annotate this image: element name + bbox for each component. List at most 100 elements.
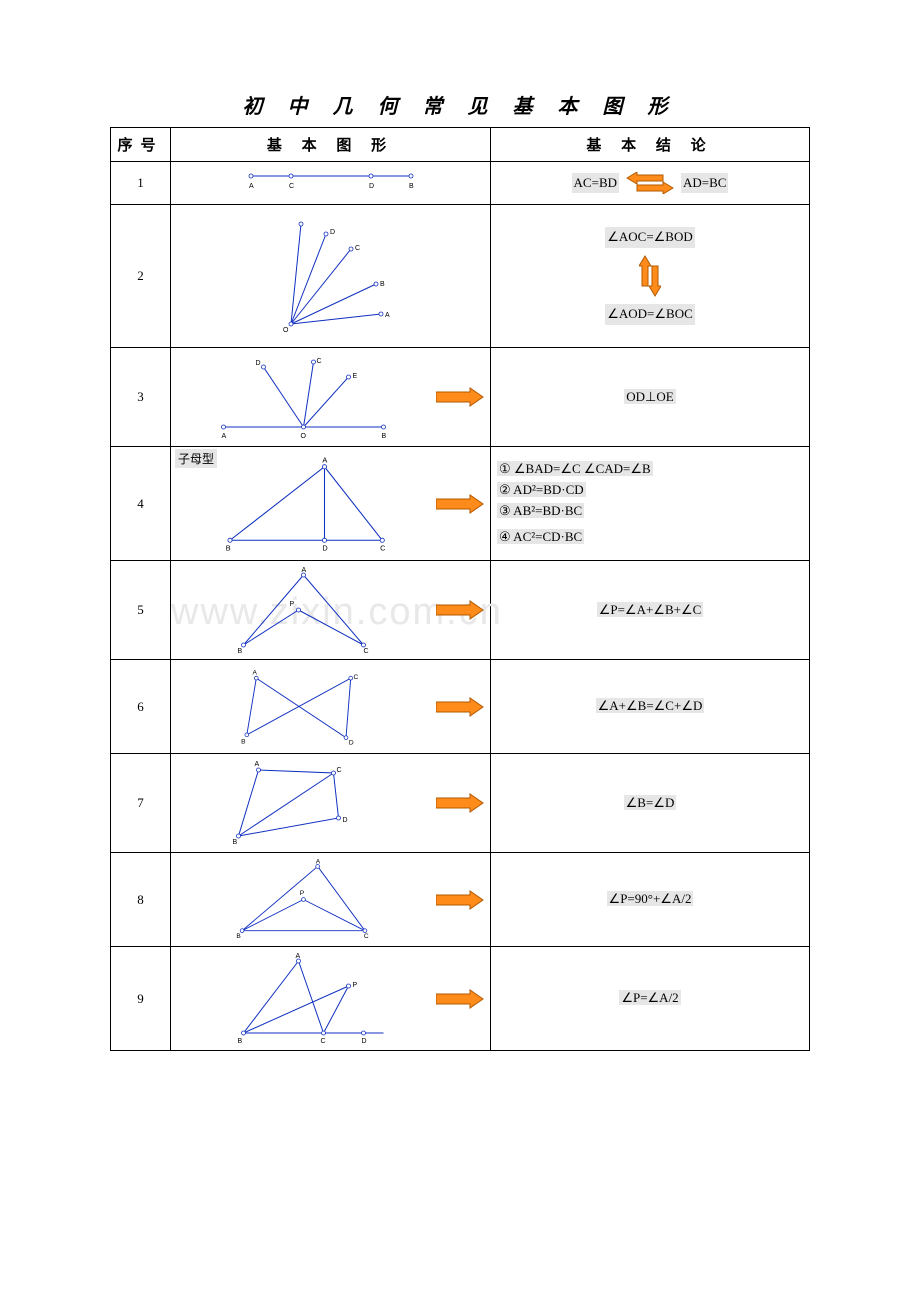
table-row: 8 A B C P (111, 853, 810, 947)
table-row: 1 A C D B AC=BD (111, 162, 810, 205)
svg-text:C: C (364, 648, 369, 655)
svg-text:B: B (236, 933, 241, 940)
svg-text:A: A (296, 953, 301, 960)
header-con: 基 本 结 论 (491, 128, 810, 162)
arrow-lr-icon (625, 172, 675, 194)
svg-text:A: A (249, 183, 254, 190)
svg-text:B: B (409, 183, 414, 190)
seq-cell: 6 (111, 660, 171, 754)
arrow-right-icon (436, 793, 484, 813)
conclusion-cell: ∠B=∠D (491, 754, 810, 853)
svg-text:C: C (321, 1038, 326, 1045)
conc-text: ∠P=∠A/2 (619, 990, 680, 1005)
seq-cell: 1 (111, 162, 171, 205)
svg-text:E: E (353, 373, 358, 380)
svg-text:P: P (300, 890, 305, 897)
conclusion-cell: ∠P=∠A/2 (491, 947, 810, 1051)
figure-crossed-tris: A B C D (177, 758, 430, 848)
svg-text:D: D (362, 1038, 367, 1045)
svg-text:B: B (226, 544, 231, 553)
table-row: 7 A B C D (111, 754, 810, 853)
seq-cell: 7 (111, 754, 171, 853)
table-row: 2 O (111, 205, 810, 348)
svg-text:B: B (238, 648, 243, 655)
table-body: 1 A C D B AC=BD (111, 162, 810, 1051)
conc-item: ③ AB²=BD·BC (497, 503, 584, 518)
table-row: 9 A B C (111, 947, 810, 1051)
geometry-table: 序号 基 本 图 形 基 本 结 论 1 A C D B (110, 127, 810, 1051)
svg-text:C: C (337, 767, 342, 774)
svg-text:C: C (289, 183, 294, 190)
svg-text:P: P (353, 982, 358, 989)
figure-tri-incenter: A B C P (177, 857, 430, 942)
arrow-right-icon (436, 697, 484, 717)
figure-cell: 子母型 A B D C (171, 447, 491, 561)
svg-text:C: C (355, 245, 360, 252)
svg-text:C: C (317, 358, 322, 365)
conc-item: ② AD²=BD·CD (497, 482, 586, 497)
svg-text:B: B (382, 433, 387, 440)
svg-text:D: D (369, 183, 374, 190)
figure-cell: O A B C D (171, 205, 491, 348)
svg-text:A: A (302, 567, 307, 574)
svg-text:D: D (256, 360, 261, 367)
svg-text:A: A (322, 456, 327, 465)
arrow-right-icon (436, 989, 484, 1009)
conclusion-cell: ∠P=90°+∠A/2 (491, 853, 810, 947)
conc-right: AD=BC (681, 173, 728, 194)
conc-text: ∠P=∠A+∠B+∠C (597, 602, 704, 617)
figure-rays: O A B C D (231, 209, 431, 339)
conclusion-cell: ∠AOC=∠BOD ∠AOD=∠BOC (491, 205, 810, 348)
arrow-right-icon (436, 494, 484, 514)
page: 初 中 几 何 常 见 基 本 图 形 序号 基 本 图 形 基 本 结 论 1 (0, 0, 920, 1131)
figure-cell: A O B C D E (171, 348, 491, 447)
conclusion-cell: ∠A+∠B=∠C+∠D (491, 660, 810, 754)
svg-text:D: D (349, 739, 354, 746)
figure-line-4pts: A C D B (221, 166, 441, 196)
figure-tri-inner-pt: A B C P (177, 565, 430, 655)
conc-text: OD⊥OE (624, 389, 675, 404)
seq-cell: 5 (111, 561, 171, 660)
conc-text: ∠B=∠D (624, 795, 677, 810)
figure-tri-ext-bis: A B C D P (177, 951, 430, 1046)
table-row: 6 A B C D (111, 660, 810, 754)
table-row: 4 子母型 A B D C (111, 447, 810, 561)
svg-text:A: A (255, 761, 260, 768)
svg-text:C: C (354, 674, 359, 681)
figure-cell: A B C D (171, 660, 491, 754)
svg-text:B: B (238, 1038, 243, 1045)
arrow-right-icon (436, 600, 484, 620)
header-fig: 基 本 图 形 (171, 128, 491, 162)
conc-text: ∠A+∠B=∠C+∠D (596, 698, 705, 713)
figure-bowtie: A B C D (177, 664, 430, 749)
seq-cell: 3 (111, 348, 171, 447)
seq-cell: 4 (111, 447, 171, 561)
svg-text:D: D (343, 817, 348, 824)
figure-badge: 子母型 (175, 449, 217, 468)
page-title: 初 中 几 何 常 见 基 本 图 形 (110, 90, 810, 119)
arrow-right-icon (436, 387, 484, 407)
svg-text:B: B (241, 738, 246, 745)
seq-cell: 9 (111, 947, 171, 1051)
figure-cell: A C D B (171, 162, 491, 205)
header-seq: 序号 (111, 128, 171, 162)
svg-text:A: A (316, 859, 321, 866)
conc-item: ① ∠BAD=∠C ∠CAD=∠B (497, 461, 653, 476)
svg-text:D: D (330, 229, 335, 236)
svg-text:B: B (380, 281, 385, 288)
svg-text:A: A (385, 312, 390, 319)
arrow-right-icon (436, 890, 484, 910)
svg-text:B: B (233, 839, 238, 846)
figure-cell: www.zixin.com.cn A B C P (171, 561, 491, 660)
seq-cell: 8 (111, 853, 171, 947)
conc-left: AC=BD (572, 173, 619, 194)
conclusion-cell: ① ∠BAD=∠C ∠CAD=∠B ② AD²=BD·CD ③ AB²=BD·B… (491, 447, 810, 561)
svg-text:A: A (222, 433, 227, 440)
conc-text: ∠P=90°+∠A/2 (607, 891, 694, 906)
conc-bot: ∠AOD=∠BOC (605, 304, 695, 325)
figure-cell: A B C P (171, 853, 491, 947)
conclusion-cell: OD⊥OE (491, 348, 810, 447)
table-row: 5 www.zixin.com.cn A B C (111, 561, 810, 660)
svg-text:D: D (322, 544, 327, 553)
figure-cell: A B C D P (171, 947, 491, 1051)
